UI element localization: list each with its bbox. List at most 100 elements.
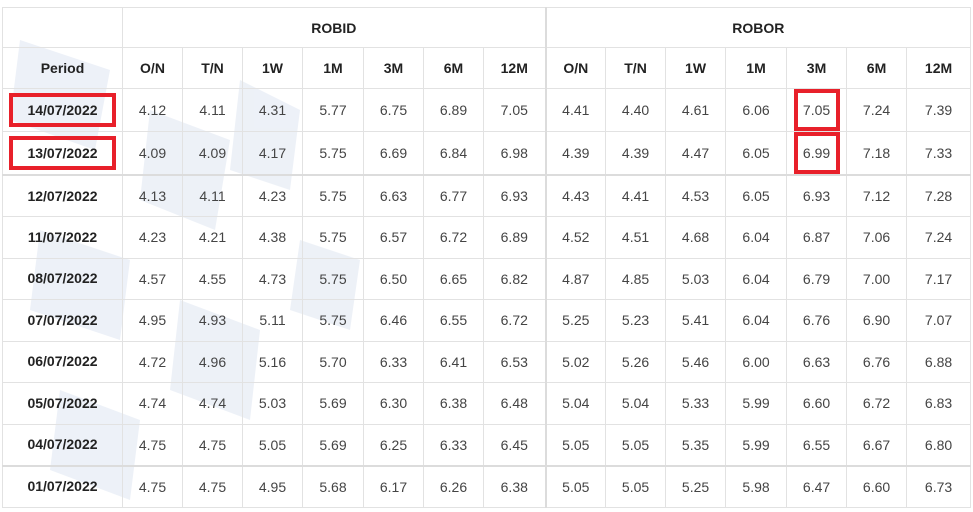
- robor-value-cell: 6.04: [725, 216, 788, 259]
- robor-col-header: 3M: [786, 47, 848, 89]
- robid-col-header: 1W: [242, 47, 303, 89]
- robor-value-cell: 5.99: [725, 382, 788, 425]
- robor-value-cell: 5.25: [665, 464, 727, 508]
- robor-col-header: T/N: [605, 47, 667, 89]
- robor-value-cell: 6.00: [725, 340, 788, 383]
- period-cell: 04/07/2022: [2, 423, 123, 466]
- robid-value-cell: 6.45: [482, 423, 547, 466]
- period-cell: 12/07/2022: [2, 174, 123, 217]
- robid-col-header: O/N: [122, 47, 183, 89]
- robid-value-cell: 6.72: [482, 299, 547, 342]
- group-header-row: ROBID ROBOR: [2, 7, 972, 48]
- robid-value-cell: 5.69: [302, 423, 364, 466]
- robor-value-cell: 5.03: [665, 257, 727, 300]
- robid-value-cell: 4.21: [182, 216, 243, 259]
- robor-value-cell: 7.24: [846, 88, 908, 132]
- robor-value-cell: 6.05: [725, 174, 788, 217]
- table-row: 07/07/2022 4.95 4.93 5.11 5.75 6.46 6.55 6.72 5.…: [2, 299, 972, 342]
- robid-value-cell: 4.13: [122, 174, 183, 217]
- robor-value-cell: 6.05: [725, 131, 788, 176]
- robid-value-cell: 4.38: [242, 216, 303, 259]
- robid-group-header: ROBID: [121, 7, 547, 48]
- rates-table: ROBID ROBOR Period O/N T/N 1W 1M 3M 6M 1…: [2, 7, 972, 508]
- robor-group-header: ROBOR: [544, 7, 972, 48]
- robid-value-cell: 6.82: [482, 257, 547, 300]
- robor-value-cell: 7.18: [846, 131, 908, 176]
- period-cell: 14/07/2022: [2, 88, 123, 132]
- robid-value-cell: 6.33: [363, 340, 424, 383]
- robor-value-cell: 4.85: [605, 257, 667, 300]
- robor-value-cell: 4.53: [665, 174, 727, 217]
- robor-value-cell: 6.55: [786, 423, 848, 466]
- robor-value-cell: 5.05: [544, 464, 607, 508]
- period-cell: 13/07/2022: [2, 131, 123, 176]
- robid-value-cell: 4.75: [122, 464, 183, 508]
- robor-value-cell: 5.04: [605, 382, 667, 425]
- robor-value-cell: 4.39: [605, 131, 667, 176]
- robid-value-cell: 5.75: [302, 216, 364, 259]
- robid-value-cell: 4.57: [122, 257, 183, 300]
- robor-value-cell: 6.73: [906, 464, 972, 508]
- robid-value-cell: 5.70: [302, 340, 364, 383]
- robor-value-cell: 6.60: [786, 382, 848, 425]
- robor-value-cell: 5.04: [544, 382, 607, 425]
- robor-value-cell: 5.99: [725, 423, 788, 466]
- period-cell: 05/07/2022: [2, 382, 123, 425]
- robor-value-cell: 6.99: [786, 131, 848, 176]
- robor-value-cell: 7.06: [846, 216, 908, 259]
- robor-col-header: 6M: [846, 47, 908, 89]
- robor-value-cell: 5.25: [544, 299, 607, 342]
- robid-value-cell: 6.72: [423, 216, 484, 259]
- robor-value-cell: 7.17: [906, 257, 972, 300]
- robid-value-cell: 4.31: [242, 88, 303, 132]
- robid-value-cell: 6.55: [423, 299, 484, 342]
- robid-value-cell: 6.77: [423, 174, 484, 217]
- period-label: 04/07/2022: [27, 436, 98, 452]
- robid-value-cell: 4.75: [182, 423, 243, 466]
- column-header-row: Period O/N T/N 1W 1M 3M 6M 12M O/N T/N 1…: [2, 47, 972, 89]
- robor-value-cell: 7.39: [906, 88, 972, 132]
- period-cell: 08/07/2022: [2, 257, 123, 300]
- robor-value-cell: 6.60: [846, 464, 908, 508]
- highlighted-period-label: 13/07/2022: [9, 136, 116, 170]
- robor-value-cell: 5.33: [665, 382, 727, 425]
- period-label: 07/07/2022: [27, 311, 98, 328]
- robor-value-cell: 5.05: [544, 423, 607, 466]
- robor-value-cell: 4.51: [605, 216, 667, 259]
- robor-value-cell: 5.98: [725, 464, 788, 508]
- robid-value-cell: 4.75: [182, 464, 243, 508]
- robid-value-cell: 6.25: [363, 423, 424, 466]
- robor-value-cell: 6.72: [846, 382, 908, 425]
- robid-value-cell: 4.09: [122, 131, 183, 176]
- robid-value-cell: 6.53: [482, 340, 547, 383]
- robid-value-cell: 5.68: [302, 464, 364, 508]
- robid-col-header: 1M: [302, 47, 364, 89]
- robor-value-cell: 6.04: [725, 257, 788, 300]
- period-label: 06/07/2022: [27, 353, 98, 370]
- robid-value-cell: 4.95: [122, 299, 183, 342]
- robor-value-cell: 6.63: [786, 340, 848, 383]
- robor-value-cell: 7.12: [846, 174, 908, 217]
- robid-value-cell: 6.17: [363, 464, 424, 508]
- table-row: 06/07/2022 4.72 4.96 5.16 5.70 6.33 6.41 6.53 5.…: [2, 340, 972, 383]
- robid-value-cell: 6.48: [482, 382, 547, 425]
- highlighted-period-label: 14/07/2022: [9, 93, 116, 127]
- robid-value-cell: 4.95: [242, 464, 303, 508]
- robor-value-cell: 5.41: [665, 299, 727, 342]
- robid-value-cell: 4.23: [242, 174, 303, 217]
- robor-value-cell: 7.33: [906, 131, 972, 176]
- robor-value-cell: 5.26: [605, 340, 667, 383]
- robor-value-cell: 6.93: [786, 174, 848, 217]
- robid-value-cell: 5.75: [302, 174, 364, 217]
- table-row: 12/07/2022 4.13 4.11 4.23 5.75 6.63 6.77 6.93 4.…: [2, 174, 972, 217]
- period-label: 11/07/2022: [27, 228, 98, 245]
- robor-value-cell: 7.07: [906, 299, 972, 342]
- robid-value-cell: 4.93: [182, 299, 243, 342]
- robid-value-cell: 5.69: [302, 382, 364, 425]
- robor-value-cell: 4.40: [605, 88, 667, 132]
- robid-value-cell: 4.12: [122, 88, 183, 132]
- robid-value-cell: 5.77: [302, 88, 364, 132]
- period-cell: 01/07/2022: [2, 464, 123, 508]
- robor-value-cell: 4.52: [544, 216, 607, 259]
- robor-col-header: 1W: [665, 47, 727, 89]
